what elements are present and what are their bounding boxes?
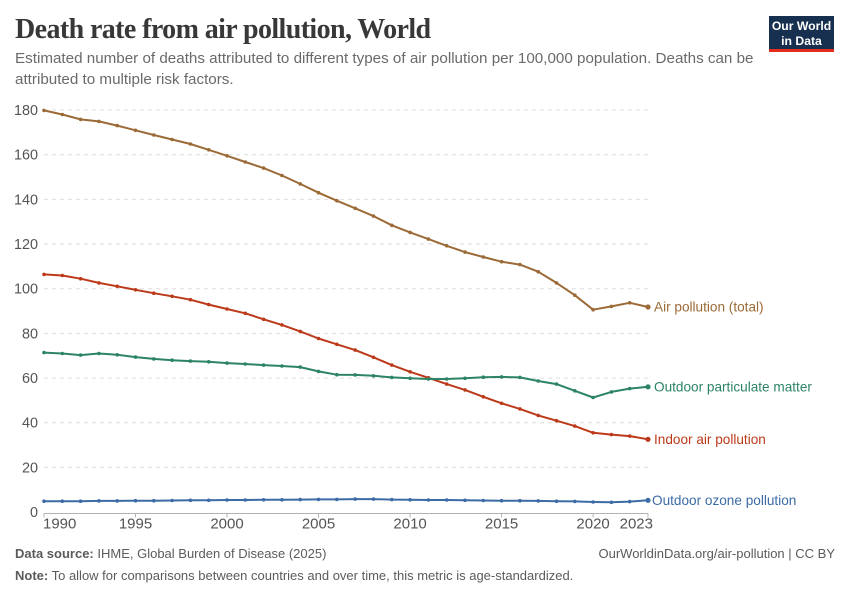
svg-text:1995: 1995 <box>119 516 152 533</box>
svg-text:60: 60 <box>22 371 38 387</box>
svg-text:Outdoor particulate matter: Outdoor particulate matter <box>654 379 812 394</box>
svg-text:2020: 2020 <box>576 516 609 533</box>
svg-text:Air pollution (total): Air pollution (total) <box>654 300 764 315</box>
svg-text:40: 40 <box>22 416 38 432</box>
svg-text:100: 100 <box>14 282 38 298</box>
svg-text:2023: 2023 <box>620 516 653 533</box>
svg-text:1990: 1990 <box>43 516 76 533</box>
svg-text:120: 120 <box>14 237 38 253</box>
svg-text:2010: 2010 <box>393 516 426 533</box>
svg-text:2000: 2000 <box>210 516 243 533</box>
svg-text:2005: 2005 <box>302 516 335 533</box>
svg-text:2015: 2015 <box>485 516 518 533</box>
svg-text:180: 180 <box>14 103 38 119</box>
svg-text:Outdoor ozone pollution: Outdoor ozone pollution <box>652 493 796 508</box>
svg-text:20: 20 <box>22 460 38 476</box>
svg-text:140: 140 <box>14 192 38 208</box>
svg-text:160: 160 <box>14 148 38 164</box>
svg-text:80: 80 <box>22 326 38 342</box>
svg-text:0: 0 <box>30 505 38 521</box>
svg-text:Indoor air pollution: Indoor air pollution <box>654 432 766 447</box>
